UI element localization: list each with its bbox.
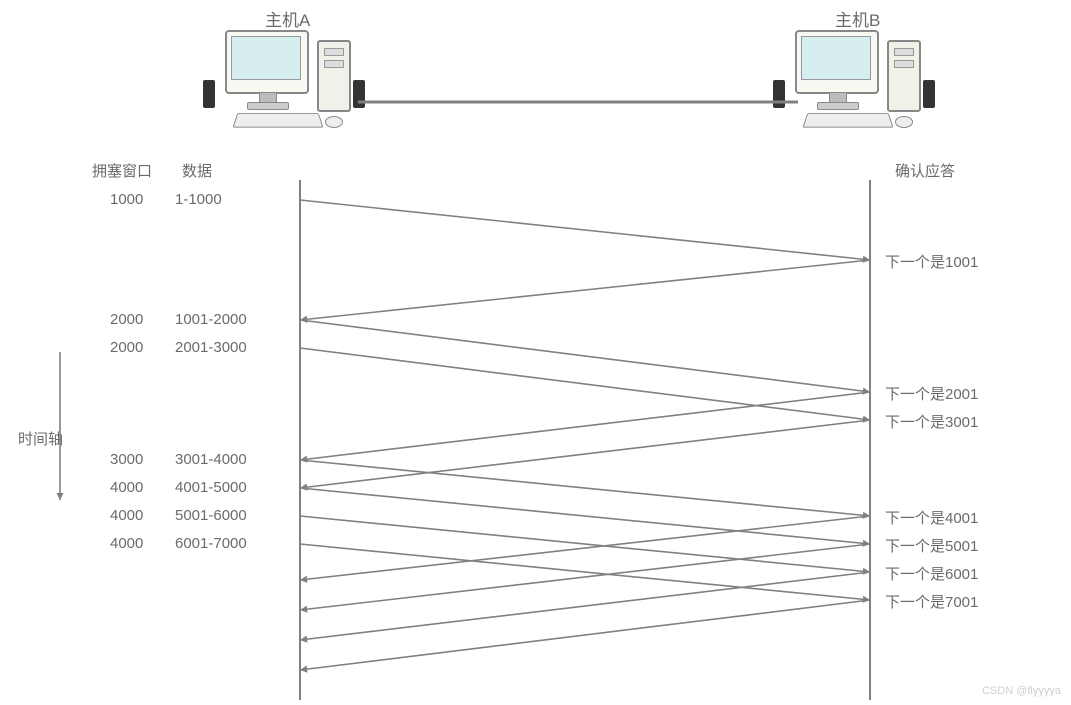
data-range: 1001-2000: [175, 311, 247, 328]
data-range: 1-1000: [175, 191, 222, 208]
window-value: 2000: [110, 311, 143, 328]
window-value: 4000: [110, 535, 143, 552]
window-value: 1000: [110, 191, 143, 208]
ack-label: 下一个是6001: [885, 563, 978, 584]
data-range: 5001-6000: [175, 507, 247, 524]
data-range: 6001-7000: [175, 535, 247, 552]
data-range: 4001-5000: [175, 479, 247, 496]
ack-label: 下一个是3001: [885, 411, 978, 432]
watermark: CSDN @flyyyya: [982, 685, 1061, 697]
data-range: 3001-4000: [175, 451, 247, 468]
ack-label: 下一个是4001: [885, 507, 978, 528]
window-value: 2000: [110, 339, 143, 356]
data-range: 2001-3000: [175, 339, 247, 356]
ack-label: 下一个是2001: [885, 383, 978, 404]
ack-label: 下一个是7001: [885, 591, 978, 612]
window-value: 3000: [110, 451, 143, 468]
ack-label: 下一个是1001: [885, 251, 978, 272]
window-value: 4000: [110, 507, 143, 524]
ack-label: 下一个是5001: [885, 535, 978, 556]
window-value: 4000: [110, 479, 143, 496]
